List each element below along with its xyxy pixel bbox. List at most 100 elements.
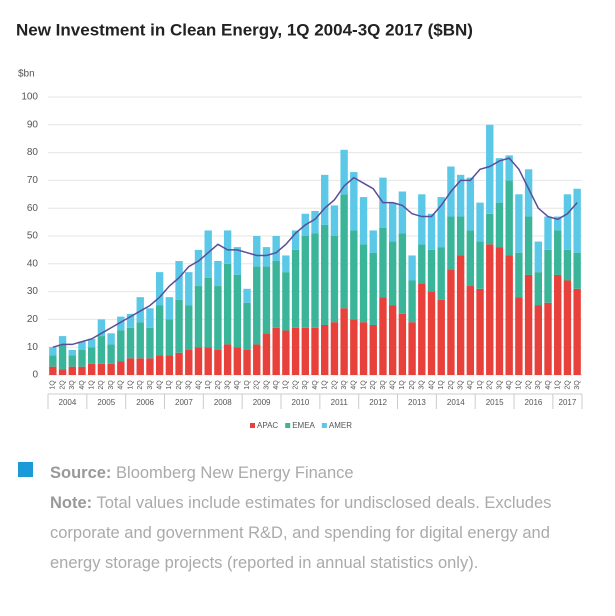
bar-segment — [155, 355, 164, 375]
bar-segment — [117, 361, 125, 375]
bar-segment — [311, 233, 319, 328]
bar-segment — [262, 247, 271, 267]
bar-segment — [447, 216, 455, 270]
bar-segment — [534, 241, 542, 273]
year-label: 2010 — [292, 398, 310, 407]
bar-segment — [330, 236, 339, 323]
y-tick-label: 0 — [32, 370, 38, 381]
bar-segment — [554, 216, 562, 231]
bar-segment — [253, 266, 261, 345]
bar-segment — [155, 272, 164, 306]
bar-segment — [418, 244, 426, 284]
bar-segment — [408, 255, 416, 281]
year-label: 2007 — [175, 398, 193, 407]
note: Note: Total values include estimates for… — [50, 488, 595, 578]
x-tick-label: 1Q — [322, 380, 329, 390]
source-marker — [18, 462, 33, 477]
bar-segment — [243, 288, 251, 303]
bar-segment — [97, 363, 106, 375]
x-tick-label: 1Q — [89, 380, 96, 390]
bar-segment — [78, 366, 86, 375]
bar-segment — [321, 224, 329, 325]
year-label: 2013 — [408, 398, 426, 407]
bar-segment — [563, 194, 572, 250]
x-tick-label: 2Q — [487, 380, 494, 390]
bar-segment — [427, 249, 436, 292]
bar-segment — [88, 338, 96, 348]
x-tick-label: 2Q — [409, 380, 416, 390]
bar-segment — [505, 255, 513, 375]
x-tick-label: 2Q — [59, 380, 66, 390]
bar-segment — [534, 305, 542, 375]
bar-segment — [282, 330, 290, 375]
legend-swatch — [321, 423, 327, 428]
x-tick-label: 3Q — [302, 380, 309, 390]
bar-segment — [175, 352, 183, 375]
bar-segment — [165, 319, 174, 356]
bar-segment — [165, 355, 174, 375]
bar-segment — [68, 355, 76, 367]
x-tick-label: 3Q — [574, 380, 581, 390]
y-tick-label: 10 — [27, 342, 39, 353]
x-tick-label: 1Q — [283, 380, 290, 390]
bar-segment — [388, 305, 397, 375]
chart-title: New Investment in Clean Energy, 1Q 2004-… — [16, 20, 473, 39]
bar-segment — [350, 319, 358, 375]
bar-segment — [534, 272, 542, 306]
bar-segment — [185, 349, 193, 375]
x-tick-label: 4Q — [195, 380, 202, 390]
bar-segment — [554, 230, 562, 275]
x-tick-label: 3Q — [263, 380, 270, 390]
x-tick-label: 4Q — [506, 380, 513, 390]
bar-segment — [321, 174, 329, 225]
bar-segment — [117, 330, 125, 362]
bar-segment — [573, 288, 581, 375]
bar-segment — [515, 252, 523, 298]
bar-segment — [486, 213, 494, 245]
bar-segment — [456, 216, 465, 256]
year-label: 2004 — [59, 398, 77, 407]
bar-segment — [486, 244, 494, 375]
bar-segment — [408, 322, 416, 375]
bar-segment — [350, 230, 358, 320]
bar-segment — [340, 194, 348, 309]
bar-segment — [204, 347, 212, 375]
bar-segment — [88, 363, 96, 375]
bar-segment — [97, 319, 106, 337]
bar-segment — [447, 269, 455, 375]
bar-segment — [476, 288, 484, 375]
bar-segment — [398, 313, 407, 375]
x-tick-label: 1Q — [438, 380, 445, 390]
bar-segment — [437, 197, 445, 248]
bar-segment — [175, 299, 183, 353]
x-tick-label: 4Q — [312, 380, 319, 390]
x-tick-label: 3Q — [69, 380, 76, 390]
bar-segment — [194, 347, 203, 375]
bar-segment — [282, 272, 290, 331]
legend-swatch — [285, 423, 291, 428]
bar-segment — [388, 241, 397, 306]
source: Source: Bloomberg New Energy Finance — [50, 458, 595, 488]
x-tick-label: 3Q — [341, 380, 348, 390]
x-tick-label: 4Q — [156, 380, 163, 390]
bar-segment — [427, 213, 436, 250]
y-tick-label: 30 — [27, 286, 39, 297]
x-tick-label: 3Q — [457, 380, 464, 390]
x-tick-label: 3Q — [380, 380, 387, 390]
bar-segment — [340, 308, 348, 375]
bar-segment — [49, 347, 57, 356]
bar-segment — [456, 174, 465, 217]
x-tick-label: 4Q — [118, 380, 125, 390]
bar-segment — [223, 263, 232, 345]
bar-segment — [78, 341, 86, 350]
x-tick-label: 1Q — [360, 380, 367, 390]
bar-segment — [544, 302, 552, 375]
bar-segment — [369, 324, 377, 375]
x-tick-label: 2Q — [448, 380, 455, 390]
bar-segment — [223, 230, 232, 264]
year-label: 2009 — [253, 398, 271, 407]
bar-segment — [573, 188, 581, 253]
bar-segment — [476, 241, 484, 289]
x-tick-label: 3Q — [147, 380, 154, 390]
year-label: 2006 — [136, 398, 154, 407]
